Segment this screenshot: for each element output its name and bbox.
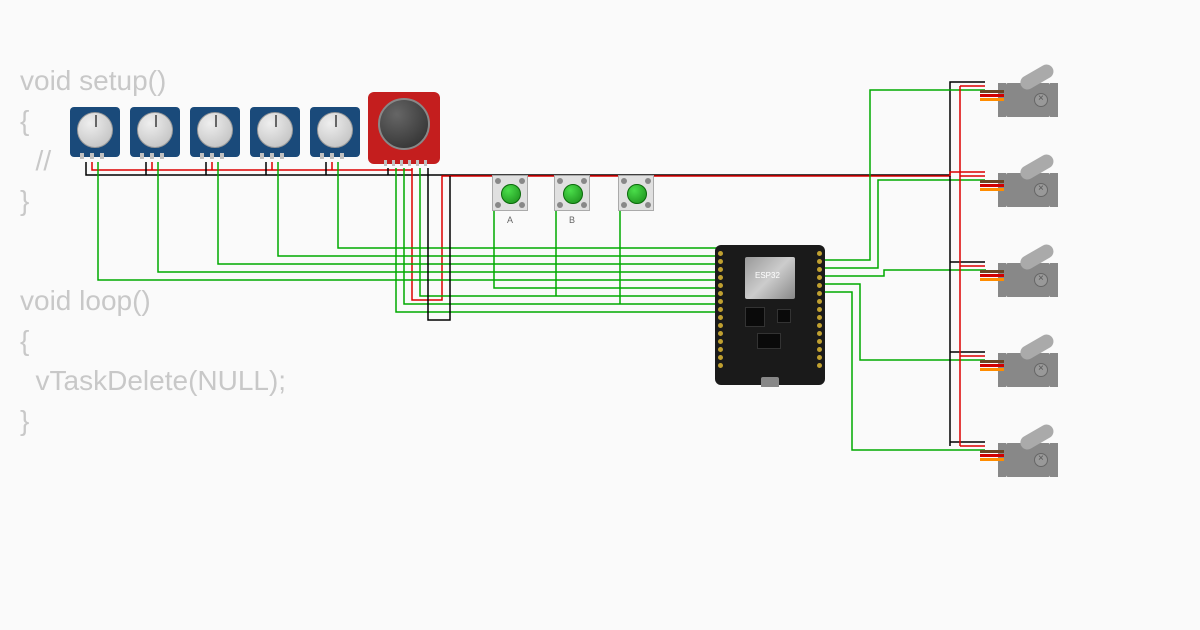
- code-line: }: [20, 400, 29, 442]
- potentiometer-2: [130, 107, 180, 157]
- esp32-board: ESP32: [715, 245, 825, 385]
- servo-motor-1: [990, 78, 1060, 122]
- servo-motor-4: [990, 348, 1060, 392]
- potentiometer-5: [310, 107, 360, 157]
- push-button-3: [618, 175, 654, 211]
- code-line: void setup(): [20, 60, 166, 102]
- push-button-2: B: [554, 175, 590, 211]
- code-line: void loop(): [20, 280, 151, 322]
- code-line: vTaskDelete(NULL);: [20, 360, 286, 402]
- servo-motor-2: [990, 168, 1060, 212]
- esp32-label: ESP32: [755, 271, 780, 280]
- servo-motor-3: [990, 258, 1060, 302]
- code-line: {: [20, 320, 29, 362]
- joystick-module: [368, 92, 440, 164]
- potentiometer-4: [250, 107, 300, 157]
- potentiometer-3: [190, 107, 240, 157]
- code-line: {: [20, 100, 29, 142]
- code-line: //: [20, 140, 51, 182]
- code-line: }: [20, 180, 29, 222]
- potentiometer-1: [70, 107, 120, 157]
- push-button-1: A: [492, 175, 528, 211]
- servo-motor-5: [990, 438, 1060, 482]
